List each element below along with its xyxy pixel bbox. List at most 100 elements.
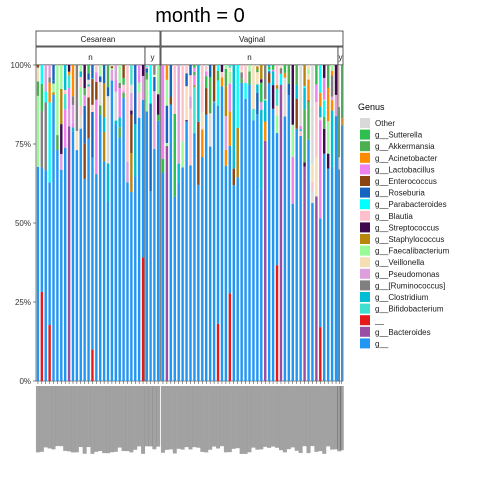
bar-segment [146,80,148,112]
bar-segment [225,65,227,69]
x-tick-label [307,386,311,453]
y-tick-label: 75% [15,140,31,149]
bar-segment [80,115,82,129]
bar-segment [130,115,132,153]
legend: Genus Otherg__Sutterellag__Akkermansiag_… [358,102,450,348]
bar-segment [72,123,74,127]
bar-segment [264,122,266,141]
bar-segment [319,93,321,107]
bar-segment [130,65,132,85]
x-tick-label [267,386,271,448]
bar-segment [99,65,101,76]
bar-segment [91,350,93,381]
bar-segment [149,65,151,104]
bar-segment [45,65,47,92]
subfacet-label: y [151,53,155,62]
bar-segment [115,124,117,381]
bar-segment [280,74,282,85]
x-tick-label [94,386,98,452]
x-tick-label [55,386,59,446]
bar-segment [307,80,309,101]
bar-segment [107,65,109,87]
bar-segment [240,83,242,381]
bar-segment [189,75,191,96]
bar-segment [130,93,132,111]
bar-segment [280,85,282,381]
bar-segment [229,65,231,68]
bar-segment [130,85,132,93]
x-tick-label [48,386,52,448]
bar-segment [162,65,164,159]
bar-segment [319,117,321,120]
bar-segment [130,153,132,192]
bar-segment [311,182,313,191]
bar-segment [64,94,66,109]
bar-segment [87,87,89,98]
bar-segment [174,197,176,381]
bar-segment [95,174,97,381]
legend-swatch [360,327,370,337]
bar-segment [252,120,254,381]
bar-segment [80,71,82,76]
bar-segment [299,129,301,131]
bar-segment [303,65,305,86]
bar-segment [323,100,325,101]
bar-segment [37,167,39,381]
y-tick-label: 100% [11,61,31,70]
bar-segment [115,65,117,79]
bar-segment [331,111,333,167]
bar-segment [315,157,317,197]
bar-segment [229,146,231,293]
bar-segment [126,65,128,162]
bar-segment [229,83,231,111]
bar-segment [138,118,140,381]
legend-swatch [360,222,370,232]
x-tick-label [36,386,40,452]
bar-segment [284,73,286,78]
bar-segment [68,75,70,88]
legend-swatch [360,164,370,174]
bar-segment [327,154,329,169]
bar-segment [197,185,199,381]
bar-segment [256,114,258,381]
bar-segment [205,65,207,66]
x-tick-label [295,386,299,451]
bar-segment [260,65,262,79]
bar-segment [170,104,172,381]
bar-segment [233,169,235,186]
bar-segment [256,65,258,66]
x-tick-label [177,386,181,449]
bar-segment [118,137,120,381]
x-tick-label [299,386,303,453]
x-tick-label [240,386,244,454]
bar-segment [299,126,301,129]
bar-segment [303,86,305,88]
bar-segment [264,101,266,122]
bar-segment [276,265,278,381]
x-tick-label [287,386,291,449]
bar-segment [157,121,159,381]
bar-segment [327,65,329,88]
bar-segment [107,163,109,201]
bar-segment [213,102,215,381]
bar-segment [185,65,187,73]
bar-segment [244,83,246,99]
bar-segment [162,173,164,381]
legend-label: g__Blautia [375,212,413,221]
bar-segment [307,102,309,140]
bar-segment [225,116,227,150]
bar-segment [292,125,294,157]
x-tick-label [110,386,114,452]
bar-segment [338,157,340,169]
bar-segment [221,72,223,77]
bar-segment [41,84,43,111]
bar-segment [166,106,168,143]
bar-segment [162,159,164,173]
bar-segment [319,327,321,381]
x-tick-label [145,386,149,446]
x-tick-label [67,386,71,451]
x-tick-label [259,386,263,449]
bar-segment [95,100,97,174]
bar-segment [64,90,66,94]
